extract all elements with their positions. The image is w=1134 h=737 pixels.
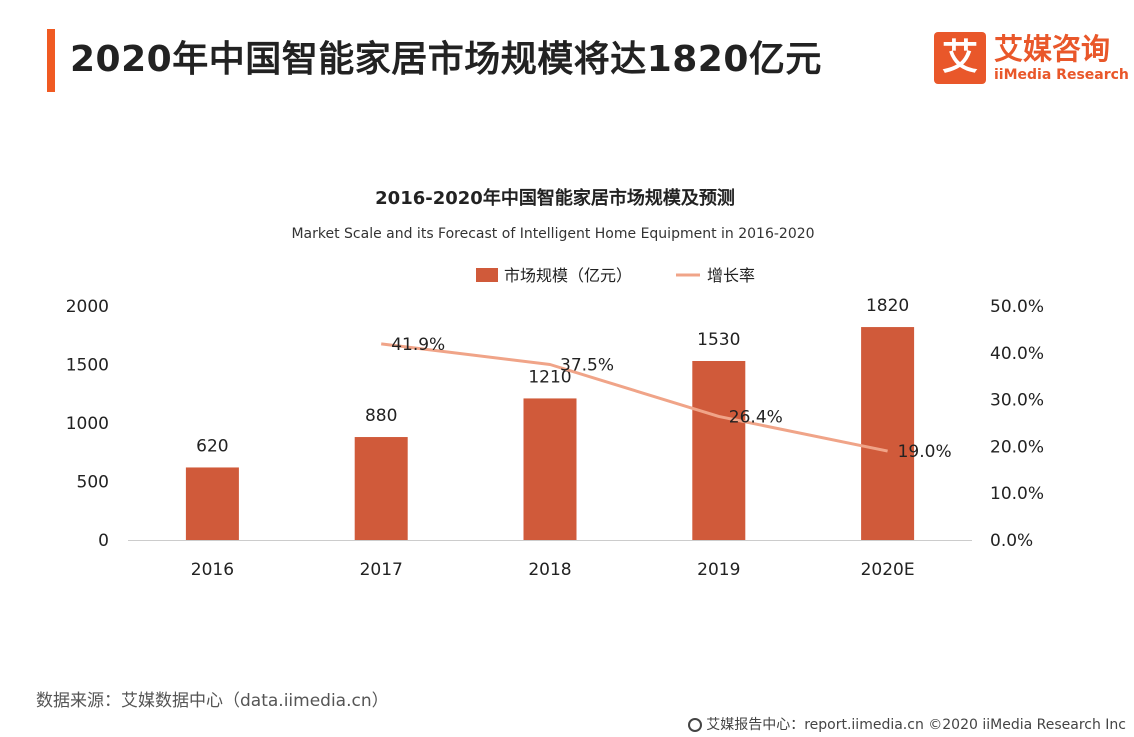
logo-icon: 艾 (934, 32, 986, 84)
left-axis: 0 500 1000 1500 2000 (66, 297, 109, 551)
copyright-text: 艾媒报告中心：report.iimedia.cn ©2020 iiMedia R… (706, 717, 1126, 733)
x-axis-tick-label: 2020E (861, 560, 915, 580)
bar-series (185, 327, 915, 540)
chart-title: 2016-2020年中国智能家居市场规模及预测 (375, 187, 735, 209)
x-axis-tick-label: 2016 (191, 560, 234, 580)
growth-value-label: 26.4% (729, 407, 783, 427)
page-title: 2020年中国智能家居市场规模将达1820亿元 (70, 39, 822, 80)
bar-2016 (185, 467, 239, 540)
left-axis-tick-label: 1000 (66, 414, 109, 434)
globe-icon (688, 718, 703, 732)
growth-value-label: 41.9% (391, 335, 445, 355)
growth-line-series (381, 342, 888, 453)
left-axis-tick-label: 500 (77, 473, 109, 493)
chart-legend: 市场规模（亿元） 增长率 (476, 266, 755, 285)
bar-value-label: 1530 (697, 330, 740, 350)
bar-value-label: 880 (365, 406, 397, 426)
growth-rate-line (381, 342, 888, 453)
growth-value-label: 37.5% (560, 356, 614, 376)
brand-logo: 艾 艾媒咨询 iiMedia Research (934, 32, 1129, 88)
x-axis-tick-label: 2019 (697, 560, 740, 580)
bar-value-label: 1820 (866, 296, 909, 316)
x-axis-tick-label: 2017 (360, 560, 403, 580)
footer-copyright: 艾媒报告中心：report.iimedia.cn ©2020 iiMedia R… (688, 714, 1126, 734)
bar-value-labels: 620 880 1210 1530 1820 (196, 296, 909, 456)
legend-label-line: 增长率 (707, 266, 755, 285)
chart-subtitle: Market Scale and its Forecast of Intelli… (291, 226, 814, 242)
left-axis-tick-label: 0 (98, 531, 109, 551)
x-axis: 2016 2017 2018 2019 2020E (191, 560, 915, 580)
right-axis-tick-label: 50.0% (990, 297, 1044, 317)
right-axis: 0.0% 10.0% 20.0% 30.0% 40.0% 50.0% (990, 297, 1044, 551)
right-axis-tick-label: 40.0% (990, 344, 1044, 364)
bar-value-label: 1210 (528, 367, 571, 387)
bar-2017 (354, 437, 408, 540)
bar-2018 (523, 398, 577, 540)
right-axis-tick-label: 20.0% (990, 437, 1044, 457)
growth-value-labels: 41.9% 37.5% 26.4% 19.0% (391, 335, 951, 462)
bar-2019 (692, 360, 746, 540)
x-axis-tick-label: 2018 (528, 560, 571, 580)
growth-value-label: 19.0% (898, 442, 952, 462)
legend-label-bar: 市场规模（亿元） (504, 266, 632, 285)
data-source: 数据来源：艾媒数据中心（data.iimedia.cn） (36, 691, 389, 711)
logo-english-name: iiMedia Research (994, 67, 1129, 83)
bar-2020E (861, 327, 915, 540)
bar-value-label: 620 (196, 436, 228, 456)
left-axis-tick-label: 1500 (66, 356, 109, 376)
legend-swatch-bar (476, 268, 498, 282)
title-accent-bar (47, 29, 55, 92)
right-axis-tick-label: 0.0% (990, 531, 1033, 551)
left-axis-tick-label: 2000 (66, 297, 109, 317)
right-axis-tick-label: 10.0% (990, 484, 1044, 504)
right-axis-tick-label: 30.0% (990, 391, 1044, 411)
logo-chinese-name: 艾媒咨询 (994, 32, 1111, 66)
